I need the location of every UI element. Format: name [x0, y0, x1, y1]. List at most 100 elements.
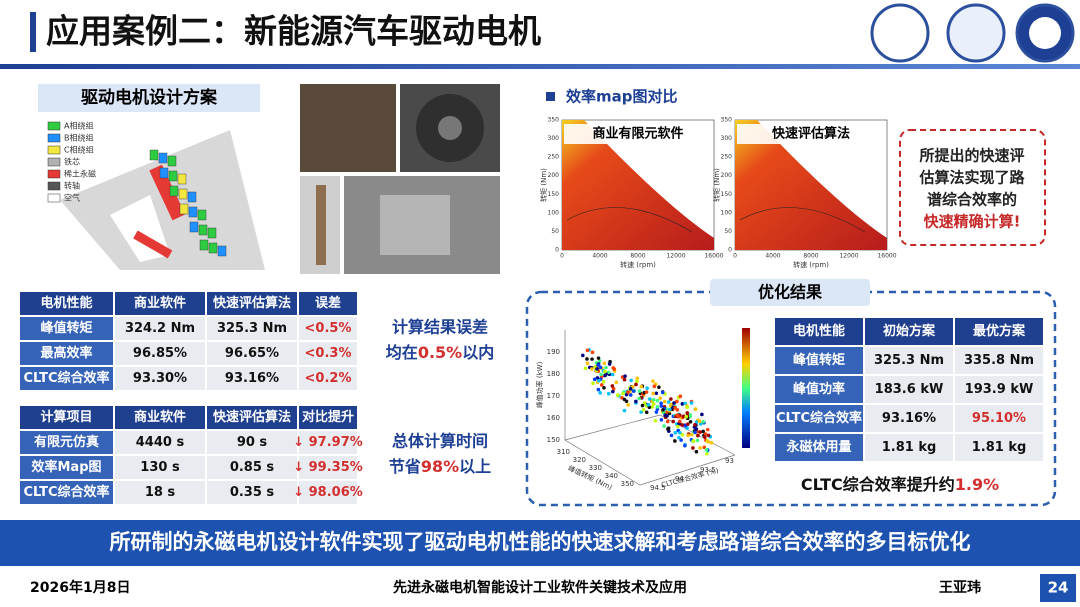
legend-label: A相绕组 [64, 121, 93, 131]
scatter-dot [660, 390, 665, 395]
scatter-dot [680, 423, 685, 427]
map-label-bg [564, 124, 712, 144]
map-y-tick: 100 [721, 209, 733, 216]
coil [208, 242, 218, 254]
scatter-dot [680, 432, 685, 437]
cell [865, 434, 953, 461]
table-text: 90 s [237, 435, 268, 450]
scatter-dot [693, 407, 698, 411]
legend-label: 空气 [64, 193, 80, 203]
table-text: 峰值转矩 [793, 352, 845, 368]
legend-swatch [47, 121, 61, 131]
table-text: CLTC综合效率 [776, 410, 862, 426]
table-text: 商业软件 [134, 409, 186, 425]
scatter-dot [634, 382, 638, 387]
scatter-dot [626, 390, 630, 394]
scatter-dot [592, 377, 597, 382]
scatter-dot [599, 372, 603, 377]
scatter-dot [697, 419, 702, 424]
scatter-dot [658, 396, 662, 400]
map-region [562, 120, 714, 250]
scatter-dot [606, 391, 611, 396]
scatter-dot [702, 435, 707, 439]
scatter-dot [642, 401, 647, 405]
scatter-dot [686, 422, 690, 426]
scatter-dot [611, 386, 616, 391]
table-text: 18 s [145, 485, 176, 500]
scatter-dot [677, 419, 682, 424]
scatter-dot [651, 401, 656, 406]
scatter-dot [641, 408, 646, 412]
scatter-dot [705, 451, 709, 456]
header-cell [20, 292, 113, 315]
scatter-dot [706, 433, 711, 438]
scatter-dot [669, 433, 674, 438]
callout-text: 谱综合效率的 [927, 191, 1017, 209]
table-text: 193.9 kW [965, 382, 1034, 397]
scatter-dot [706, 439, 710, 444]
map-y-tick: 250 [721, 154, 733, 161]
table-text: <0.2% [305, 371, 352, 386]
scatter-dot [654, 391, 659, 396]
scatter-z-tick: 180 [547, 370, 560, 378]
scatter-dot [709, 441, 714, 445]
map-label: 快速评估算法 [772, 126, 850, 142]
table-text: 96.65% [225, 346, 279, 361]
scatter-dot [657, 385, 661, 390]
map-y-tick: 100 [548, 209, 560, 216]
legend-label: 转轴 [64, 181, 80, 191]
coil [197, 209, 207, 221]
footer-title: 先进永磁电机智能设计工业软件关键技术及应用 [393, 579, 687, 596]
table-text: 325.3 Nm [874, 353, 944, 368]
scatter-dot [607, 362, 612, 366]
slide-title: 应用案例二：新能源汽车驱动电机 [46, 12, 541, 51]
scatter-dot [665, 419, 670, 424]
scatter-dot [635, 376, 640, 381]
colorbar [742, 328, 750, 448]
cell [207, 456, 297, 479]
scatter-dot [604, 365, 608, 370]
note-part: 节省 [389, 457, 421, 476]
map-x-label: 转速 (rpm) [793, 260, 829, 269]
cell [115, 481, 205, 504]
map-y-tick: 200 [548, 172, 560, 179]
map-y-tick: 350 [721, 117, 733, 124]
scatter-dot [603, 369, 607, 374]
cell [299, 431, 357, 454]
scatter-dot [598, 365, 603, 370]
map-y-tick: 350 [548, 117, 560, 124]
table-text: ↓ 99.35% [293, 460, 363, 475]
coil [207, 227, 217, 239]
scatter-dot [597, 378, 601, 383]
scatter-dot [686, 433, 690, 438]
map-contour [739, 207, 866, 233]
scatter-dot [626, 403, 630, 407]
table-text: ↓ 98.06% [293, 485, 363, 500]
table-text: <0.3% [305, 346, 352, 361]
callout-text: 快速精确计算! [924, 213, 1021, 231]
scatter-dot [580, 353, 585, 358]
scatter-z-tick: 160 [547, 414, 560, 422]
scatter-dot [590, 350, 595, 355]
header-cell [955, 318, 1043, 345]
note-text: 计算结果误差 [392, 318, 488, 337]
table-text: 快速评估算法 [213, 295, 291, 311]
coil [167, 155, 177, 167]
note-part: 0.5% [418, 343, 462, 362]
scatter-dot [698, 422, 703, 426]
map-label-bg [737, 124, 885, 144]
coil [187, 191, 197, 203]
scatter-dot [666, 400, 671, 404]
scatter-dot [622, 408, 627, 413]
scatter-dot [651, 379, 655, 383]
map-y-tick: 150 [548, 191, 560, 198]
scatter-dot [634, 399, 638, 404]
header-cell [299, 292, 357, 315]
scatter-dot [673, 430, 678, 435]
map-y-label: 转矩 (Nm) [712, 168, 721, 202]
scatter-dot [700, 412, 704, 417]
scatter-y-tick: 93 [725, 457, 734, 465]
cell [299, 456, 357, 479]
legend-swatch [47, 169, 61, 179]
